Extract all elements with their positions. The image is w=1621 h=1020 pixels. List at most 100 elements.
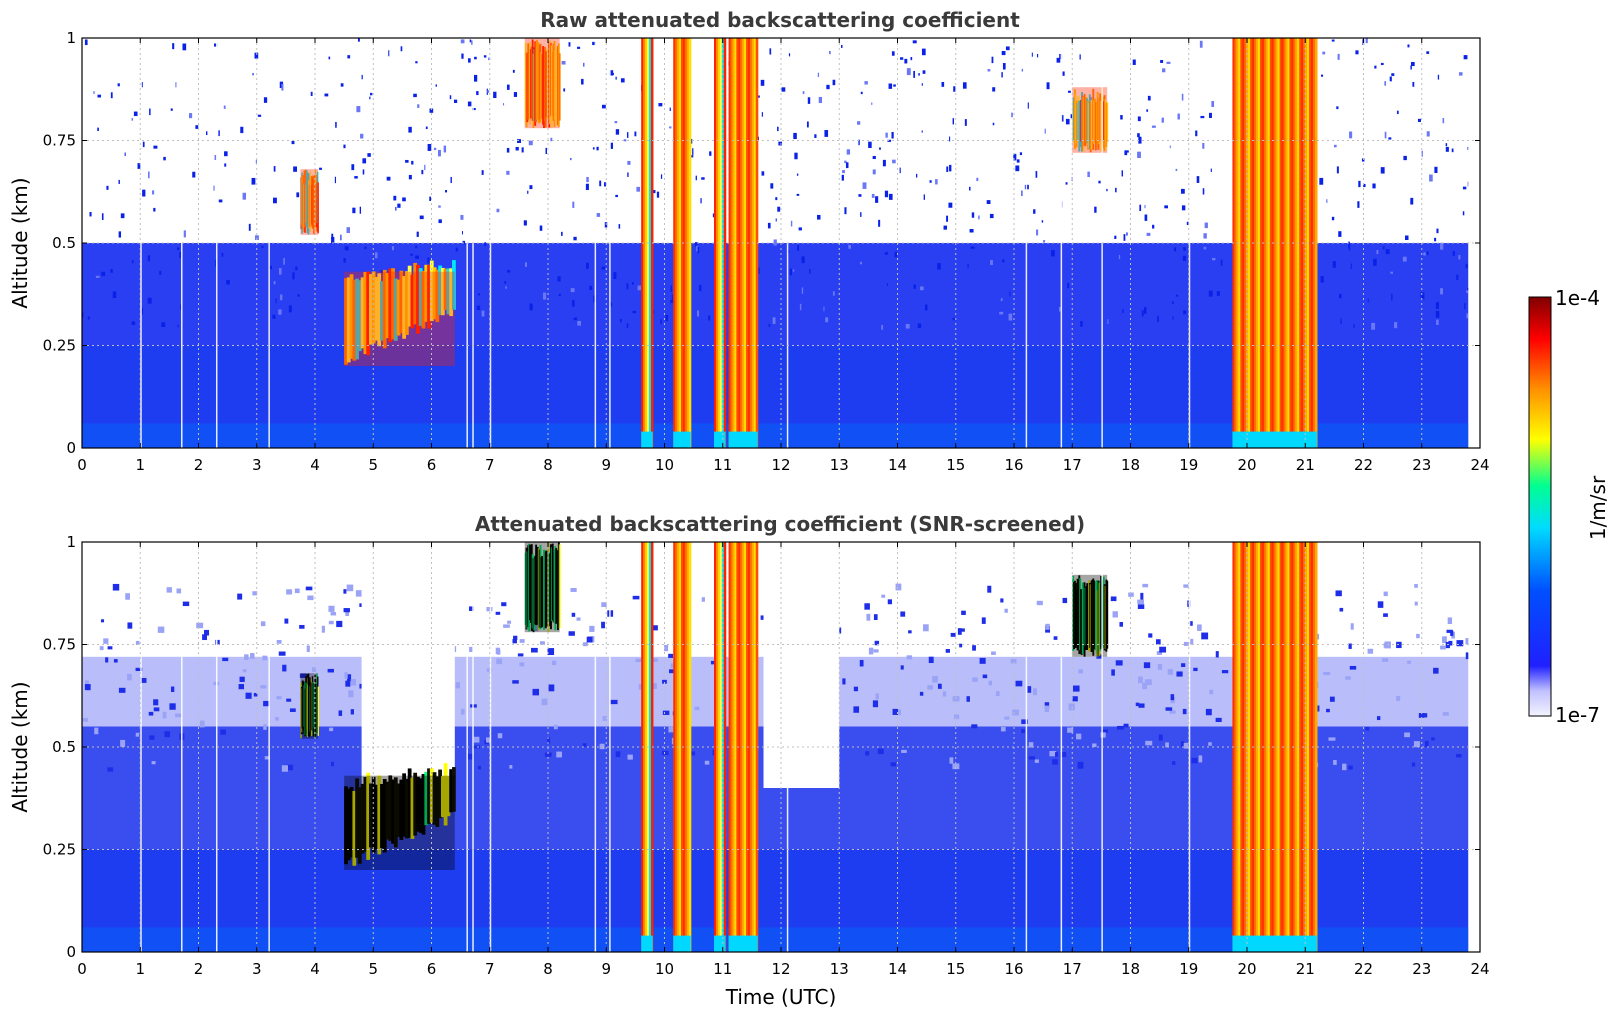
signal-speck <box>299 673 307 678</box>
cloud-column <box>1283 38 1287 448</box>
signal-speck <box>1411 762 1416 767</box>
noise-speck <box>858 139 860 146</box>
noise-speck <box>697 246 700 254</box>
cloud-column <box>679 542 682 952</box>
signal-speck <box>1137 604 1145 609</box>
noise-speck <box>467 101 472 107</box>
noise-speck <box>506 84 510 90</box>
signal-speck <box>1456 754 1462 758</box>
noise-speck <box>1426 51 1430 54</box>
noise-speck <box>421 169 424 175</box>
signal-speck <box>252 591 258 596</box>
aerosol-layer <box>404 271 409 335</box>
noise-speck <box>273 197 277 204</box>
signal-speck <box>496 649 501 655</box>
noise-speck <box>905 323 910 329</box>
signal-speck <box>1060 751 1067 758</box>
cloud-column <box>1254 38 1257 448</box>
noise-speck <box>461 53 464 59</box>
noise-speck <box>172 43 175 50</box>
colorbar-min-label: 1e-7 <box>1555 703 1600 727</box>
signal-speck <box>701 597 705 602</box>
noise-speck <box>395 206 397 211</box>
signal-speck <box>1159 646 1167 653</box>
signal-speck <box>1209 689 1214 695</box>
signal-speck <box>1077 761 1084 769</box>
x-tick-label: 19 <box>1179 456 1198 474</box>
aerosol-layer <box>352 790 357 866</box>
noise-speck <box>615 194 618 198</box>
signal-speck <box>1191 757 1198 764</box>
signal-speck <box>306 645 310 653</box>
signal-speck <box>610 699 618 705</box>
noise-speck <box>1367 298 1369 303</box>
signal-speck <box>689 751 696 756</box>
cloud-column <box>643 542 646 952</box>
signal-speck <box>1348 643 1352 649</box>
signal-speck <box>513 635 518 641</box>
noise-speck <box>841 174 844 181</box>
noise-speck <box>871 193 875 198</box>
signal-speck <box>495 611 501 615</box>
signal-speck <box>1137 599 1144 605</box>
signal-speck <box>151 761 156 765</box>
aerosol-layer <box>435 269 440 323</box>
aerosol-layer <box>380 281 384 341</box>
cloud-column <box>738 542 741 952</box>
noise-speck <box>777 206 781 212</box>
noise-speck <box>362 169 365 175</box>
noise-speck <box>1348 241 1350 249</box>
aerosol-layer <box>438 265 442 316</box>
noise-speck <box>894 251 898 258</box>
signal-speck <box>599 743 605 750</box>
signal-speck <box>1145 740 1153 746</box>
colorbar-max-label: 1e-4 <box>1555 286 1600 310</box>
signal-speck <box>284 618 289 624</box>
noise-speck <box>362 158 367 164</box>
noise-speck <box>410 253 413 256</box>
signal-speck <box>1414 601 1418 606</box>
noise-speck <box>557 276 561 282</box>
cloud-column-base <box>673 935 691 952</box>
signal-speck <box>1350 623 1354 630</box>
aerosol-layer <box>429 260 434 322</box>
signal-speck <box>1329 696 1335 702</box>
noise-speck <box>1035 171 1038 178</box>
noise-speck <box>948 202 953 208</box>
noise-speck <box>1056 57 1061 63</box>
cloud-column <box>1238 542 1241 952</box>
grid-raw <box>82 38 1480 448</box>
cloud-column <box>1295 38 1298 448</box>
signal-speck <box>1342 763 1347 771</box>
signal-speck <box>1383 643 1390 648</box>
signal-speck <box>1328 737 1336 741</box>
cloud-column <box>1275 542 1279 952</box>
signal-speck <box>1326 708 1330 713</box>
signal-speck <box>901 749 907 753</box>
noise-speck <box>263 97 268 103</box>
noise-speck <box>180 304 182 310</box>
noise-speck <box>910 57 913 61</box>
noise-speck <box>1137 151 1141 159</box>
signal-speck <box>263 700 270 707</box>
signal-speck <box>84 684 91 691</box>
signal-speck <box>1345 676 1351 680</box>
signal-speck <box>1176 671 1183 677</box>
cloud-column <box>1303 38 1306 448</box>
noise-speck <box>848 244 851 249</box>
noise-speck <box>949 164 952 172</box>
signal-speck <box>937 683 942 689</box>
signal-speck <box>1348 765 1353 770</box>
signal-speck <box>1450 630 1454 636</box>
noise-speck <box>153 207 156 212</box>
noise-speck <box>1336 166 1339 174</box>
signal-speck <box>571 612 576 617</box>
aerosol-layer <box>407 265 412 327</box>
signal-speck <box>875 693 879 700</box>
noise-speck <box>429 196 432 201</box>
noise-speck <box>619 318 622 323</box>
noise-speck <box>884 190 889 198</box>
noise-speck <box>913 70 916 78</box>
x-tick-label: 12 <box>771 456 790 474</box>
noise-speck <box>891 51 895 56</box>
